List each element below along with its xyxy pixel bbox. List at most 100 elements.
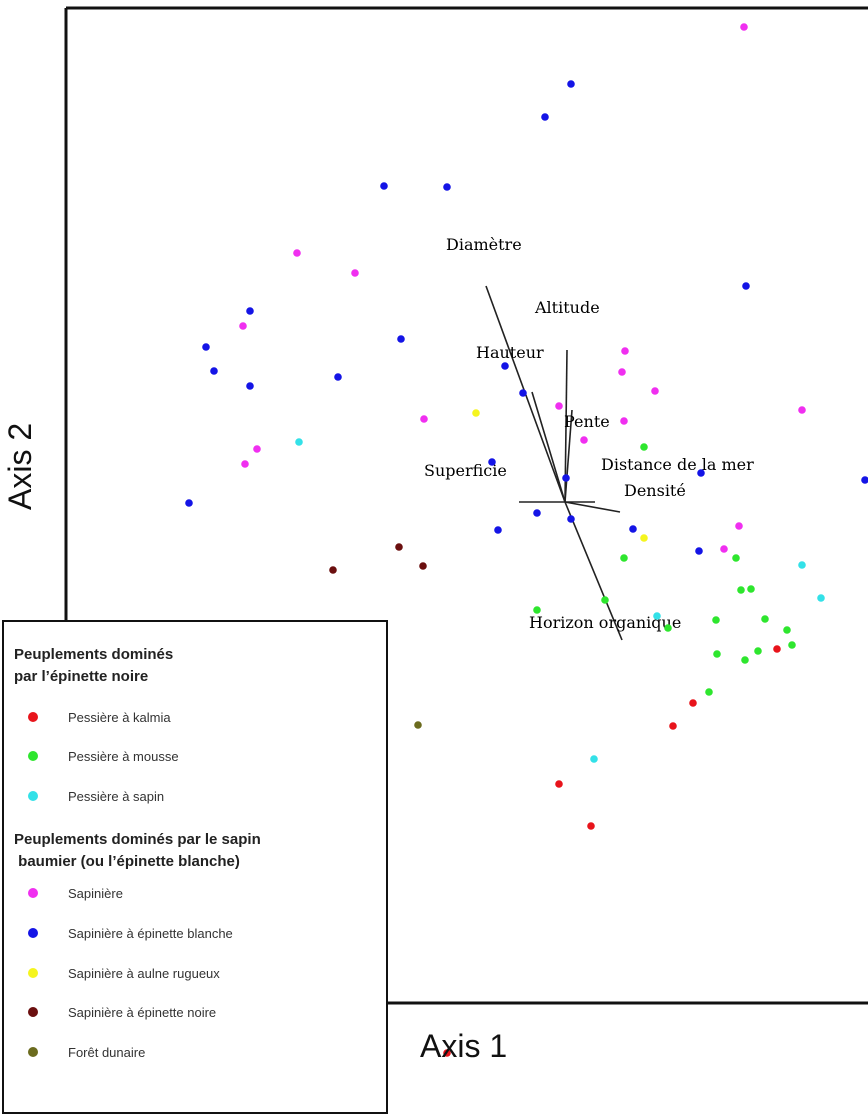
- legend-item: Forêt dunaire: [28, 1040, 145, 1064]
- point-series3-5: [618, 368, 626, 376]
- legend-label: Pessière à sapin: [68, 788, 165, 804]
- legend-item: Sapinière à épinette noire: [28, 1000, 216, 1024]
- vector-3: [564, 409, 573, 503]
- data-points: [185, 23, 868, 1057]
- point-series1-11: [788, 641, 796, 649]
- point-series1-2: [732, 554, 740, 562]
- point-series3-6: [651, 387, 659, 395]
- legend-item: Pessière à mousse: [28, 744, 179, 768]
- point-series4-13: [488, 458, 496, 466]
- legend-label: Pessière à mousse: [68, 748, 179, 764]
- point-series3-10: [620, 417, 628, 425]
- point-series1-9: [712, 616, 720, 624]
- point-series3-8: [798, 406, 806, 414]
- point-series0-3: [555, 780, 563, 788]
- point-series7-0: [414, 721, 422, 729]
- point-series4-7: [202, 343, 210, 351]
- point-series1-12: [713, 650, 721, 658]
- point-series4-16: [861, 476, 868, 484]
- point-series2-4: [590, 755, 598, 763]
- point-series3-2: [351, 269, 359, 277]
- point-series4-8: [210, 367, 218, 375]
- legend-item: Sapinière à épinette blanche: [28, 921, 233, 945]
- legend-marker-icon: [28, 928, 38, 938]
- point-series2-1: [798, 561, 806, 569]
- legend-heading-0: Peuplements dominés par l’épinette noire: [14, 646, 174, 685]
- point-series4-4: [742, 282, 750, 290]
- point-series4-11: [246, 382, 254, 390]
- legend-marker-icon: [28, 968, 38, 978]
- point-series2-0: [295, 438, 303, 446]
- point-series4-22: [695, 547, 703, 555]
- point-series4-19: [567, 515, 575, 523]
- legend-marker-icon: [28, 1047, 38, 1057]
- vector-label-7: Horizon organique: [529, 613, 681, 632]
- point-series3-12: [253, 445, 261, 453]
- vector-label-2: Hauteur: [476, 343, 544, 362]
- point-series4-1: [541, 113, 549, 121]
- point-series3-0: [740, 23, 748, 31]
- vector-label-0: Diamètre: [446, 235, 522, 254]
- point-series4-21: [494, 526, 502, 534]
- point-series3-11: [580, 436, 588, 444]
- point-series2-3: [653, 612, 661, 620]
- x-axis-title: Axis 1: [420, 1028, 508, 1064]
- legend-label: Sapinière à aulne rugueux: [68, 965, 220, 981]
- legend-heading-1: Peuplements dominés par le sapin baumier…: [14, 831, 261, 870]
- legend-label: Sapinière à épinette blanche: [68, 925, 233, 941]
- point-series4-5: [246, 307, 254, 315]
- point-series5-1: [640, 534, 648, 542]
- legend-marker-icon: [28, 751, 38, 761]
- point-series3-1: [293, 249, 301, 257]
- point-series4-6: [397, 335, 405, 343]
- vector-label-1: Altitude: [534, 298, 600, 317]
- point-series1-8: [783, 626, 791, 634]
- legend-item: Pessière à sapin: [28, 784, 164, 808]
- legend-item: Sapinière: [28, 881, 123, 905]
- y-axis-title: Axis 2: [2, 422, 38, 510]
- point-series4-20: [629, 525, 637, 533]
- point-series3-3: [239, 322, 247, 330]
- point-series3-9: [420, 415, 428, 423]
- point-series0-0: [773, 645, 781, 653]
- point-series6-2: [419, 562, 427, 570]
- vector-label-6: Densité: [624, 481, 686, 500]
- point-series1-10: [664, 624, 672, 632]
- legend-marker-icon: [28, 791, 38, 801]
- legend-label: Sapinière à épinette noire: [68, 1004, 217, 1020]
- point-series4-9: [501, 362, 509, 370]
- point-series0-5: [443, 1049, 451, 1057]
- legend-label: Pessière à kalmia: [68, 709, 171, 725]
- point-series4-12: [519, 389, 527, 397]
- point-series1-0: [640, 443, 648, 451]
- point-series4-14: [697, 469, 705, 477]
- point-series1-4: [747, 585, 755, 593]
- plot-frame: [64, 6, 868, 1005]
- point-series0-4: [587, 822, 595, 830]
- point-series4-10: [334, 373, 342, 381]
- point-series1-13: [754, 647, 762, 655]
- point-series3-14: [735, 522, 743, 530]
- point-series2-2: [817, 594, 825, 602]
- vector-7: [564, 501, 623, 641]
- point-series1-14: [741, 656, 749, 664]
- point-series1-1: [620, 554, 628, 562]
- point-series4-3: [443, 183, 451, 191]
- legend-label: Sapinière: [68, 885, 123, 901]
- point-series4-17: [185, 499, 193, 507]
- point-series1-7: [761, 615, 769, 623]
- legend-marker-icon: [28, 888, 38, 898]
- vector-2: [531, 391, 566, 503]
- vector-label-5: Distance de la mer: [601, 455, 754, 474]
- point-series1-6: [533, 606, 541, 614]
- point-series3-7: [555, 402, 563, 410]
- point-series1-3: [737, 586, 745, 594]
- point-series4-15: [562, 474, 570, 482]
- point-series0-2: [669, 722, 677, 730]
- variable-labels: Diamètre Altitude Hauteur Pente Superficie Di…: [424, 235, 754, 632]
- point-series0-1: [689, 699, 697, 707]
- point-series4-2: [380, 182, 388, 190]
- point-series6-0: [395, 543, 403, 551]
- legend: Peuplements dominés par l’épinette noire…: [2, 620, 388, 1114]
